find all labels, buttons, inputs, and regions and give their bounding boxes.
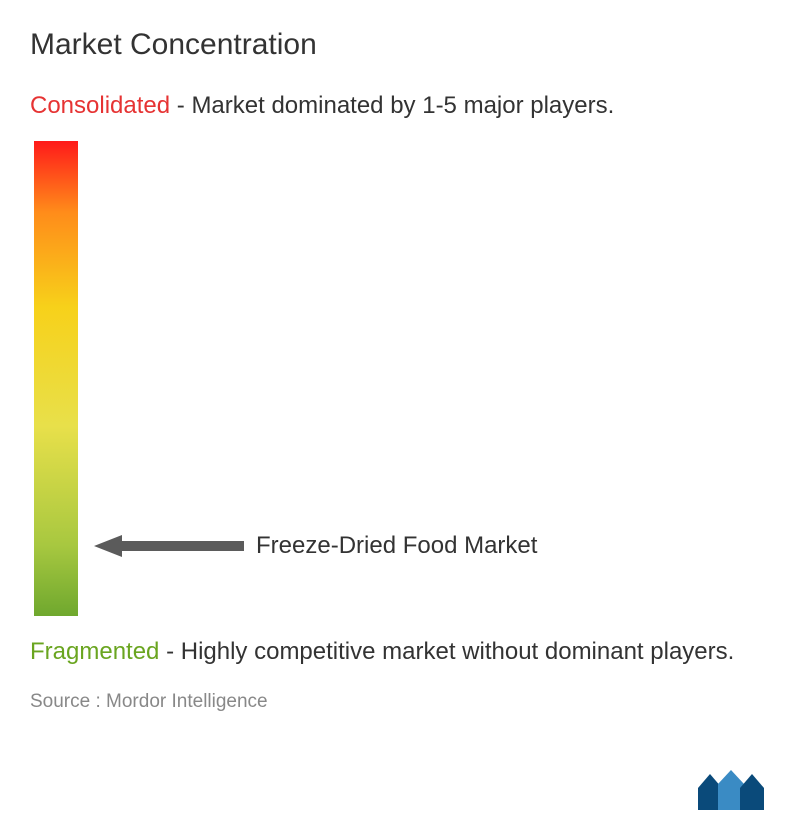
page-title: Market Concentration	[30, 28, 766, 62]
arrow-left-icon	[94, 533, 244, 559]
mordor-logo-icon	[696, 770, 766, 812]
source-attribution: Source : Mordor Intelligence	[30, 691, 766, 713]
concentration-scale: Freeze-Dried Food Market	[34, 141, 766, 616]
arrow-shape	[94, 535, 244, 557]
consolidated-label: Consolidated	[30, 92, 170, 119]
market-marker: Freeze-Dried Food Market	[94, 532, 537, 560]
legend-fragmented: Fragmented - Highly competitive market w…	[30, 636, 766, 667]
gradient-bar	[34, 141, 78, 616]
marker-label: Freeze-Dried Food Market	[256, 532, 537, 560]
legend-consolidated: Consolidated - Market dominated by 1-5 m…	[30, 90, 766, 121]
fragmented-label: Fragmented	[30, 638, 159, 665]
consolidated-description: - Market dominated by 1-5 major players.	[170, 92, 614, 119]
fragmented-description: - Highly competitive market without domi…	[159, 638, 734, 665]
